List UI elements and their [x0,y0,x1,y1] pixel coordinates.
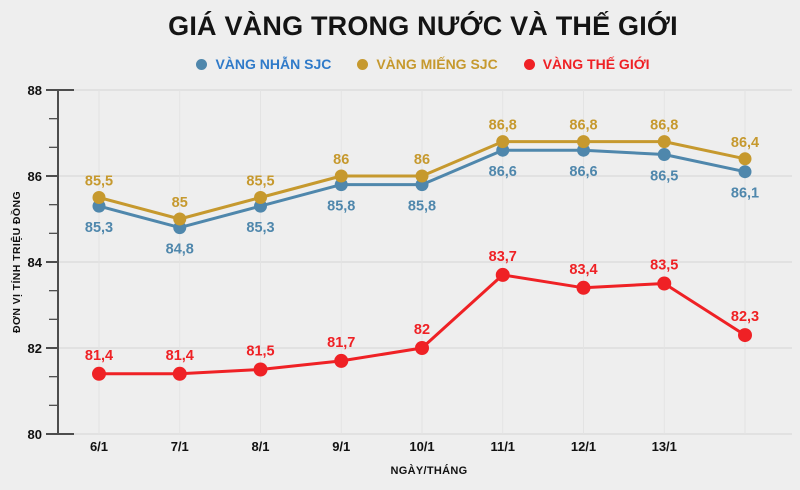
data-point-marker [738,165,752,179]
legend-dot-blue-icon [196,58,208,70]
legend-label: VÀNG THẾ GIỚI [542,56,650,72]
data-point-label: 86,1 [731,186,759,202]
data-point-label: 81,5 [246,344,274,360]
data-point-marker [496,135,510,149]
data-point-label: 84,8 [166,242,194,258]
x-axis-tick-label: 6/1 [90,439,108,454]
y-axis-tick-label: 82 [28,341,42,356]
data-point-marker [92,191,106,204]
data-point-marker [657,135,671,149]
data-point-label: 82,3 [731,309,759,325]
plot-area: 80 82 84 86 88 6/1 7/1 8/1 9/1 10/1 11/1 12/1 13/1 85… [28,83,792,454]
data-point-marker [334,169,348,183]
data-point-label: 86 [333,152,349,168]
data-point-marker [173,212,187,226]
legend-label: VÀNG NHẪN SJC [215,56,332,72]
data-point-marker [576,280,591,295]
data-point-marker [657,148,671,161]
data-point-label: 83,5 [650,258,678,274]
data-point-label: 85 [172,195,188,211]
data-point-marker [577,135,590,149]
legend-dot-red-icon [523,58,535,70]
y-axis-title: ĐƠN VỊ TÍNH TRIỆU ĐỒNG [10,191,23,333]
y-axis-tick-label: 80 [28,427,42,442]
data-point-marker [92,366,106,381]
data-point-marker [738,328,752,343]
data-point-label: 85,5 [85,174,113,190]
legend-item-vang-nhan-sjc: VÀNG NHẪN SJC [196,56,331,72]
data-point-label: 85,8 [327,199,355,215]
data-point-label: 86,8 [489,118,517,134]
chart-legend: VÀNG NHẪN SJC VÀNG MIẾNG SJC VÀNG THẾ GI… [0,56,800,72]
data-point-marker [253,362,268,377]
data-point-label: 83,4 [569,262,597,278]
x-axis-tick-label: 13/1 [652,439,677,454]
data-point-label: 81,7 [327,335,355,351]
data-point-marker [657,276,672,291]
data-point-label: 86 [414,152,430,168]
x-axis-tick-label: 12/1 [571,439,596,454]
legend-item-vang-the-gioi: VÀNG THẾ GIỚI [523,56,650,72]
data-point-marker [334,353,349,368]
data-point-label: 86,6 [569,164,597,180]
x-axis-tick-label: 8/1 [251,439,269,454]
data-point-marker [495,267,510,282]
data-point-label: 85,3 [85,220,113,236]
data-point-label: 85,3 [246,220,274,236]
y-axis-tick-label: 84 [28,255,43,270]
x-axis-tick-label: 9/1 [332,439,350,454]
data-point-label: 82 [414,322,430,338]
data-point-label: 86,5 [650,169,678,185]
x-axis-tick-label: 7/1 [171,439,189,454]
data-point-label: 86,6 [489,164,517,180]
x-axis-tick-label: 10/1 [409,439,434,454]
x-axis-tick-label: 11/1 [490,439,515,454]
data-point-label: 83,7 [489,249,517,265]
legend-item-vang-mieng-sjc: VÀNG MIẾNG SJC [357,56,498,72]
legend-dot-gold-icon [357,58,369,70]
data-point-label: 81,4 [166,348,194,364]
data-point-marker [415,341,429,355]
data-point-label: 86,8 [650,118,678,134]
data-point-label: 85,5 [246,174,274,190]
data-point-label: 86,8 [569,118,597,134]
data-point-marker [172,366,187,381]
data-point-marker [254,191,267,204]
y-axis-tick-label: 88 [28,83,42,98]
data-point-label: 86,4 [731,135,759,151]
data-point-label: 81,4 [85,348,113,364]
chart-title: GIÁ VÀNG TRONG NƯỚC VÀ THẾ GIỚI [168,11,678,41]
data-point-marker [738,152,752,166]
data-point-marker [415,169,429,183]
data-point-label: 85,8 [408,199,436,215]
y-axis-tick-label: 86 [28,169,42,184]
legend-label: VÀNG MIẾNG SJC [376,56,498,72]
x-axis-title: NGÀY/THÁNG [391,464,468,477]
